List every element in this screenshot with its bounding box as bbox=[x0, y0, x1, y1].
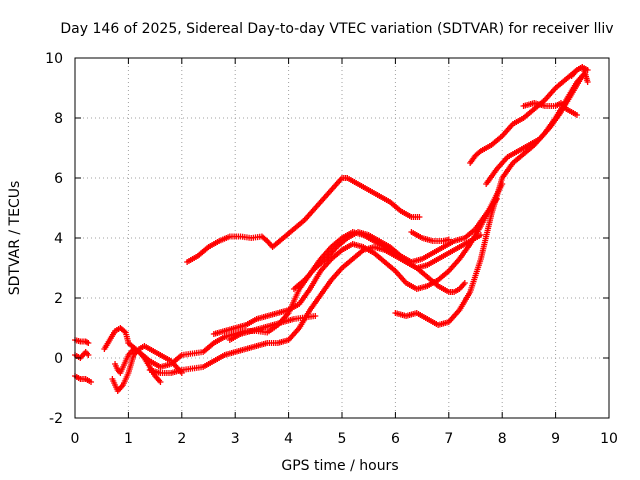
series-arc-16 bbox=[483, 73, 586, 187]
data-point bbox=[416, 214, 423, 220]
y-tick-label: 8 bbox=[54, 111, 63, 127]
x-tick-label: 5 bbox=[338, 431, 347, 447]
x-tick-label: 7 bbox=[444, 431, 453, 447]
data-point bbox=[477, 232, 484, 238]
data-point bbox=[584, 67, 591, 73]
x-tick-label: 9 bbox=[551, 431, 560, 447]
y-tick-label: 10 bbox=[45, 51, 63, 67]
data-point bbox=[85, 352, 92, 358]
x-tick-label: 0 bbox=[71, 431, 80, 447]
y-tick-label: 6 bbox=[54, 171, 63, 187]
series-arc-9 bbox=[184, 175, 423, 265]
y-tick-label: 2 bbox=[54, 291, 63, 307]
series-arc-13 bbox=[408, 229, 452, 244]
series-arc-11 bbox=[226, 313, 319, 343]
x-axis-label: GPS time / hours bbox=[281, 458, 398, 474]
data-point bbox=[84, 339, 91, 346]
data-point bbox=[573, 112, 580, 118]
chart-title: Day 146 of 2025, Sidereal Day-to-day VTE… bbox=[60, 21, 613, 37]
series-arc-18 bbox=[568, 64, 591, 85]
data-point bbox=[476, 149, 483, 156]
x-tick-label: 4 bbox=[284, 431, 293, 447]
x-tick-label: 10 bbox=[600, 431, 618, 447]
series-arc-4 bbox=[101, 325, 132, 352]
data-point bbox=[88, 379, 95, 385]
data-point bbox=[85, 340, 92, 346]
data-point bbox=[121, 328, 128, 335]
y-tick-labels: -2 0 2 4 6 8 10 bbox=[45, 51, 63, 427]
data-marks bbox=[72, 64, 591, 394]
y-tick-label: 0 bbox=[54, 351, 63, 367]
data-point bbox=[157, 379, 164, 385]
data-point bbox=[584, 79, 591, 85]
series-arc-17 bbox=[520, 100, 580, 118]
data-point bbox=[445, 236, 452, 243]
x-tick-label: 3 bbox=[231, 431, 240, 447]
x-tick-label: 2 bbox=[177, 431, 186, 447]
data-point bbox=[461, 280, 468, 286]
y-axis-label: SDTVAR / TECUs bbox=[7, 181, 23, 296]
axes bbox=[74, 57, 610, 419]
y-tick-label: -2 bbox=[49, 411, 63, 427]
series-arc-12 bbox=[290, 196, 500, 292]
x-tick-label: 6 bbox=[391, 431, 400, 447]
data-point bbox=[312, 313, 319, 319]
series-arc-3 bbox=[72, 373, 95, 385]
y-tick-label: 4 bbox=[54, 231, 63, 247]
x-tick-label: 8 bbox=[498, 431, 507, 447]
x-tick-labels: 0 1 2 3 4 5 6 7 8 9 10 bbox=[71, 431, 618, 447]
x-tick-label: 1 bbox=[124, 431, 133, 447]
